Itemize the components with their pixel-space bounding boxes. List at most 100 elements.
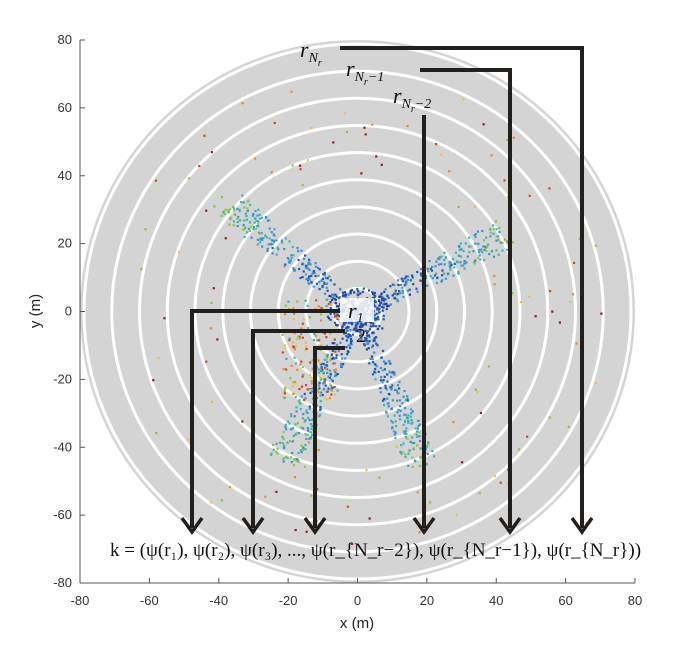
scan-point [341,325,344,328]
scan-point [403,389,406,393]
scan-point [381,381,384,384]
scan-point [320,365,323,369]
scan-point [289,456,293,459]
scan-point [384,288,387,291]
scan-point [260,216,263,220]
scan-point [312,338,316,342]
scan-point [322,371,325,374]
scan-point [302,447,305,450]
scan-point [506,241,509,244]
scan-point [372,331,375,335]
scan-point [379,387,382,390]
scan-point [346,326,349,329]
scan-point [250,236,253,239]
scan-point [374,305,377,308]
scan-point [328,376,331,379]
scan-point [288,240,291,243]
scan-point [489,235,492,238]
scan-point [443,258,446,262]
scan-point [254,227,258,230]
scan-point [140,268,143,271]
scan-point [308,316,312,319]
scan-point [405,280,408,283]
scan-point [349,342,352,345]
scan-point [309,422,313,426]
scan-point [411,436,414,439]
scan-point [303,420,306,423]
scan-point [393,296,397,300]
scan-point [323,358,326,361]
scan-point [347,333,350,336]
scan-point [474,233,477,236]
scan-point [307,326,310,330]
scan-point [400,452,403,455]
scan-point [272,443,275,446]
scan-point [280,241,284,244]
scan-point [401,289,404,292]
scan-point [433,274,436,277]
scan-point [406,289,409,292]
scan-point [290,460,293,464]
scan-point [308,373,311,376]
scan-point [377,300,381,303]
scan-point [428,260,431,263]
scan-point [241,102,244,105]
scan-point [188,177,191,180]
scan-point [308,418,311,422]
scan-point [271,252,274,255]
scan-point [440,279,444,282]
scan-point [276,452,279,455]
scan-point [326,355,329,358]
svg-text:rNr: rNr [300,37,322,69]
scan-point [380,376,383,379]
scan-point [303,392,306,396]
scan-point [411,441,414,444]
scan-point [459,255,463,258]
scan-point [328,397,331,400]
scan-point [288,337,291,340]
scan-point [375,155,378,158]
scan-point [415,433,418,436]
scan-point [280,239,284,242]
scan-point [315,299,318,302]
scan-point [411,276,414,279]
scan-point [484,246,487,249]
scan-point [329,332,332,335]
scan-point [329,358,332,362]
scan-point [284,386,287,389]
ring-label-r2: 2 [356,325,366,347]
scan-point [468,236,471,239]
scan-point [409,279,412,282]
ring-label-r1: r1 [340,298,374,326]
scan-point [371,292,375,295]
scan-point [378,325,381,328]
scan-point [327,387,330,390]
scan-point [370,346,374,349]
x-tick-label: -20 [279,593,298,608]
scan-point [459,261,462,264]
scan-point [273,121,276,125]
scan-point [318,268,321,271]
scan-point [298,335,301,338]
scan-point [470,245,473,248]
scan-point [375,312,378,315]
scan-point [299,407,302,411]
scan-point [284,347,287,350]
scan-point [380,305,384,309]
scan-point [406,437,409,440]
scan-point [307,441,310,444]
scan-point [496,235,500,238]
scan-point [396,384,399,387]
scan-point [259,238,262,241]
scan-point [449,266,452,269]
scan-point [285,455,288,458]
scan-point [268,227,271,230]
scan-point [458,248,461,252]
scan-point [292,458,296,461]
scan-point [296,250,300,253]
scan-point [347,350,350,353]
scan-point [329,318,332,321]
scan-point [291,451,294,455]
scan-point [283,265,286,268]
scan-point [369,325,372,328]
